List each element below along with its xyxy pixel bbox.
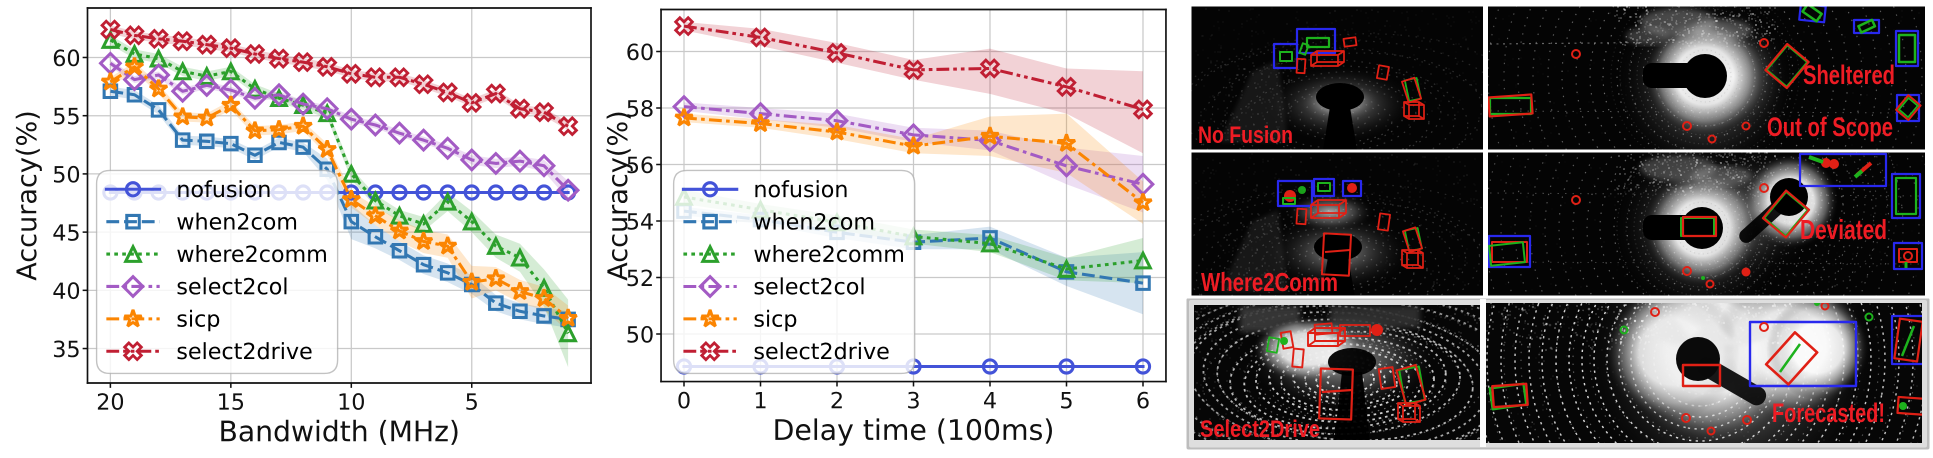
svg-text:Deviated: Deviated — [1800, 214, 1887, 245]
svg-text:Forecasted!: Forecasted! — [1772, 398, 1885, 428]
svg-text:Where2Comm: Where2Comm — [1201, 267, 1338, 297]
svg-text:Out of Scope: Out of Scope — [1767, 112, 1893, 142]
svg-text:Select2Drive: Select2Drive — [1200, 416, 1320, 443]
svg-text:No Fusion: No Fusion — [1198, 122, 1293, 149]
svg-text:Sheltered: Sheltered — [1803, 60, 1895, 90]
